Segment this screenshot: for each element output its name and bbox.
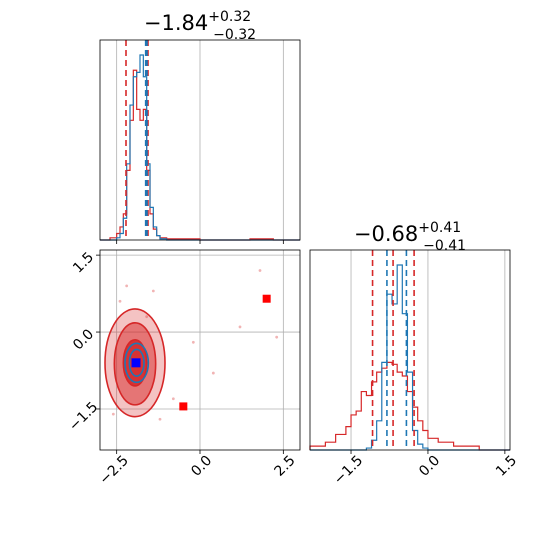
joint-outlier-marker: [179, 402, 188, 411]
hist-p0-reference: [100, 54, 300, 241]
joint-scatter-point: [158, 417, 162, 421]
hist-p0-samples: [100, 69, 300, 241]
joint-truth-marker: [131, 358, 141, 368]
joint-scatter-point: [151, 289, 155, 293]
joint-scatter-point: [145, 315, 149, 319]
joint-scatter-point: [211, 371, 215, 375]
hist-p0-title-minus: −0.32: [213, 27, 256, 43]
hist-p1-x-tick-label: −1.5: [331, 453, 366, 488]
joint-y-tick-label: 0.0: [70, 326, 97, 353]
hist-p1-title-plus: +0.41: [418, 220, 461, 236]
hist-p0-title-plus: +0.32: [208, 9, 251, 25]
joint-outlier-marker: [262, 294, 271, 303]
joint-x-tick-label: 2.5: [272, 453, 299, 480]
joint-x-tick-label: 0.0: [188, 453, 215, 480]
joint-scatter-point: [125, 284, 129, 288]
joint-scatter-point: [238, 325, 242, 329]
hist-p1-title: −0.68+0.41 −0.41: [354, 220, 466, 254]
hist-p1-samples: [309, 361, 510, 451]
joint-scatter-point: [171, 397, 175, 401]
joint-scatter-point: [111, 412, 115, 416]
joint-x-tick-label: −2.5: [97, 453, 132, 488]
joint-scatter-point: [118, 299, 122, 303]
hist-p1-title-median: −0.68: [354, 222, 418, 246]
hist-p0-title-median: −1.84: [144, 11, 208, 35]
hist-p0-frame: [99, 39, 301, 241]
joint-scatter-point: [258, 269, 262, 272]
hist-p1-reference: [310, 264, 510, 451]
joint-y-tick-label: 1.5: [70, 249, 97, 276]
hist-p0-title: −1.84+0.32 −0.32: [144, 9, 256, 43]
joint-frame: [99, 249, 301, 451]
hist-p1-title-minus: −0.41: [423, 238, 466, 254]
joint-contour-reference: [128, 348, 145, 377]
hist-p1-x-tick-label: 1.5: [493, 453, 520, 480]
hist-p1-frame: [309, 249, 511, 451]
joint-y-tick-label: −1.5: [66, 399, 101, 434]
joint-scatter-point: [275, 335, 279, 339]
joint-contour-reference: [124, 342, 150, 384]
joint-scatter-point: [191, 340, 195, 344]
hist-p1-x-tick-label: 0.0: [416, 453, 443, 480]
